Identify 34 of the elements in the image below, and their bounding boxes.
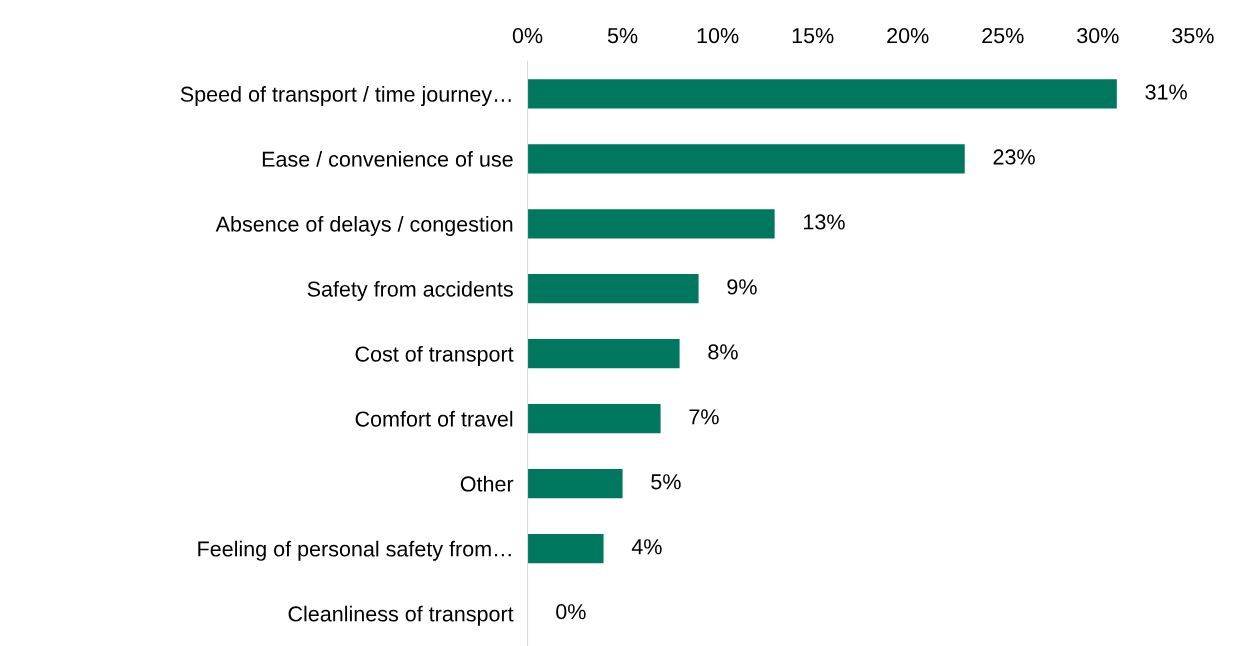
bar: [527, 468, 623, 499]
data-label: 5%: [651, 474, 681, 490]
bar: [527, 404, 661, 434]
data-label: 4%: [631, 539, 662, 555]
x-tick-label: 30%: [1077, 27, 1119, 44]
x-tick-label: 15%: [792, 28, 834, 44]
y-tick-label: Absence of delays / congestion: [215, 215, 513, 237]
data-label: 31%: [1145, 84, 1187, 100]
y-tick-label: Cleanliness of transport: [288, 605, 514, 626]
y-tick-label: Other: [460, 475, 514, 492]
y-tick-label: Speed of transport / time journey…: [180, 86, 511, 107]
bar: [527, 533, 604, 564]
bar: [527, 274, 699, 304]
bar: [527, 144, 965, 174]
y-tick-label: Cost of transport: [355, 345, 514, 366]
data-label: 8%: [708, 344, 738, 360]
data-label: 0%: [556, 604, 586, 620]
y-tick-label: Safety from accidents: [307, 280, 513, 301]
y-tick-label: Feeling of personal safety from…: [198, 540, 511, 561]
x-tick-label: 35%: [1172, 27, 1214, 44]
x-tick-label: 10%: [697, 27, 739, 44]
bar: [527, 79, 1117, 109]
x-tick-label: 0%: [512, 27, 543, 44]
bar: [527, 209, 775, 239]
x-tick-label: 5%: [607, 28, 638, 44]
x-tick-label: 20%: [887, 27, 929, 44]
data-label: 7%: [689, 409, 719, 425]
x-tick-label: 25%: [982, 27, 1024, 44]
y-tick-label: Ease / convenience of use: [262, 151, 513, 167]
data-label: 9%: [727, 279, 757, 295]
y-tick-label: Comfort of travel: [355, 410, 513, 427]
data-label: 13%: [804, 214, 845, 230]
data-label: 23%: [993, 149, 1035, 165]
bar: [527, 339, 680, 369]
